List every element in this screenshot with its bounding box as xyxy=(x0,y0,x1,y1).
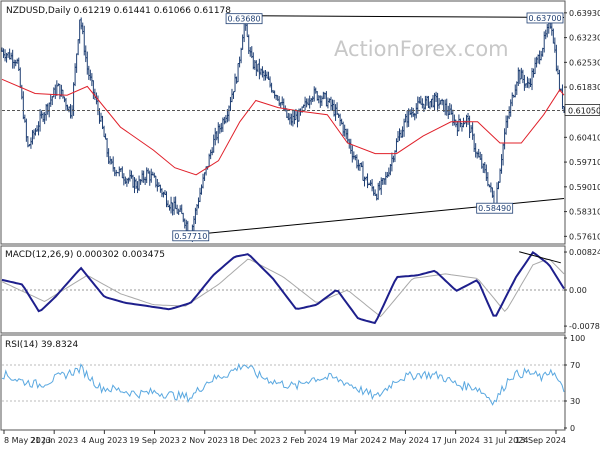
x-tick-label: 19 Sep 2023 xyxy=(129,436,180,445)
x-tick-label: 8 May 2023 xyxy=(4,436,51,445)
price-annotation-label: 0.58490 xyxy=(478,204,511,213)
price-annotation-box xyxy=(526,12,564,24)
macd-panel-title: MACD(12,26,9) 0.000302 0.003475 xyxy=(5,250,165,260)
moving-average-line xyxy=(1,78,565,176)
price-panel-title: NZDUSD,Daily 0.61219 0.61441 0.61066 0.6… xyxy=(6,6,231,16)
macd-y-tick-label: 0.00 xyxy=(569,286,587,295)
price-annotation-box xyxy=(225,13,263,25)
price-y-tick-label: 0.59010 xyxy=(569,183,600,192)
price-annotation-box xyxy=(476,202,514,214)
macd-y-tick-label: 0.008243 xyxy=(569,248,600,257)
rsi-line xyxy=(1,362,565,406)
price-layer: 0.57710 0.63680 0.58490 0.63700 xyxy=(1,12,565,242)
macd-trendline xyxy=(519,251,561,264)
rsi-y-tick-label: 30 xyxy=(570,397,580,406)
rsi-y-tick-label: 0 xyxy=(570,424,575,433)
x-tick-label: 18 Dec 2023 xyxy=(229,436,280,445)
rsi-panel-title: RSI(14) 39.8324 xyxy=(5,340,78,350)
watermark: ActionForex.com xyxy=(334,37,509,61)
price-y-tick-label: 0.62530 xyxy=(569,58,600,67)
price-annotation-box xyxy=(172,230,210,242)
axis-layer: 0.639300.632300.625300.618300.611300.604… xyxy=(3,9,600,445)
macd-signal-line xyxy=(1,258,565,318)
x-tick-label: 21 Jun 2023 xyxy=(30,436,78,445)
current-price-tag xyxy=(564,104,600,116)
x-tick-label: 2 May 2024 xyxy=(382,436,429,445)
macd-y-tick-label: -0.007836 xyxy=(569,322,600,331)
price-y-tick-label: 0.60410 xyxy=(569,133,600,142)
rsi-layer xyxy=(1,362,565,406)
price-y-tick-label: 0.57610 xyxy=(569,232,600,241)
price-y-tick-label: 0.63930 xyxy=(569,9,600,18)
x-tick-label: 19 Mar 2024 xyxy=(330,436,381,445)
x-tick-label: 17 Jun 2024 xyxy=(432,436,480,445)
price-trendline xyxy=(237,15,565,18)
x-tick-label: 13 Sep 2024 xyxy=(515,436,566,445)
x-tick-label: 2 Feb 2024 xyxy=(283,436,328,445)
price-y-tick-label: 0.63230 xyxy=(569,34,600,43)
price-y-tick-label: 0.59710 xyxy=(569,158,600,167)
current-price-label: 0.61050 xyxy=(568,106,600,115)
price-annotation-label: 0.63700 xyxy=(528,14,561,23)
price-y-tick-label: 0.58310 xyxy=(569,208,600,217)
x-tick-label: 31 Jul 2024 xyxy=(483,436,528,445)
price-annotation-label: 0.63680 xyxy=(228,15,261,24)
price-annotation-label: 0.57710 xyxy=(174,232,207,241)
x-tick-label: 4 Aug 2023 xyxy=(81,436,127,445)
macd-line xyxy=(1,251,565,325)
macd-layer xyxy=(1,251,565,325)
rsi-y-tick-label: 100 xyxy=(570,334,585,343)
price-y-tick-label: 0.61830 xyxy=(569,83,600,92)
price-panel-frame xyxy=(0,0,566,245)
rsi-panel-frame xyxy=(0,334,566,431)
x-tick-label: 2 Nov 2023 xyxy=(182,436,228,445)
rsi-y-tick-label: 70 xyxy=(570,361,580,370)
